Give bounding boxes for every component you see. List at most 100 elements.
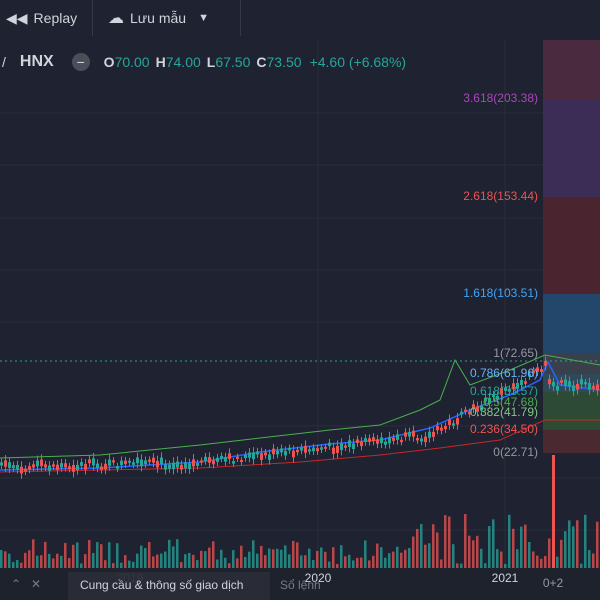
volume-bar xyxy=(84,554,87,568)
volume-bar xyxy=(16,560,19,568)
save-button[interactable]: ☁ Lưu mẫu ▼ xyxy=(98,0,241,36)
candle-body xyxy=(428,431,431,438)
candle-body xyxy=(280,448,283,453)
candle-body xyxy=(80,462,83,466)
volume-bar xyxy=(556,556,559,568)
candle-body xyxy=(264,452,267,456)
tab-active[interactable] xyxy=(68,572,270,600)
candle-body xyxy=(588,383,591,390)
candle-body xyxy=(44,464,47,468)
candle-body xyxy=(164,464,167,470)
volume-bar xyxy=(276,548,279,568)
candle-body xyxy=(336,445,339,453)
candle-body xyxy=(188,463,191,470)
minus-button[interactable]: − xyxy=(71,53,90,71)
candle-body xyxy=(432,431,435,437)
candle-body xyxy=(564,379,567,386)
volume-bar xyxy=(448,516,451,568)
high-label: H xyxy=(155,54,166,70)
collapse-icon[interactable]: ⌃ xyxy=(11,577,21,591)
candle-body xyxy=(64,463,67,468)
fib-label: 0.382(41.79) xyxy=(470,405,538,419)
volume-bar xyxy=(400,552,403,568)
bottom-tab[interactable]: Sổ lệnh xyxy=(280,578,321,592)
candle-body xyxy=(88,459,91,464)
candle-body xyxy=(376,439,379,444)
candle-body xyxy=(40,459,43,467)
candle-body xyxy=(52,464,55,467)
volume-bar xyxy=(580,563,583,568)
candle-body xyxy=(504,387,507,391)
volume-bar xyxy=(44,541,47,568)
x-axis-label: 2020 xyxy=(305,571,332,585)
open-label: O xyxy=(103,54,115,70)
candle-body xyxy=(460,411,463,415)
high: 74.00 xyxy=(165,54,201,70)
candle-body xyxy=(400,439,403,443)
candle-body xyxy=(56,464,59,470)
candle-body xyxy=(292,450,295,458)
candle-body xyxy=(236,456,239,459)
candle-body xyxy=(132,462,135,465)
candle-body xyxy=(120,460,123,466)
volume-bar xyxy=(20,562,23,568)
low: 67.50 xyxy=(215,54,251,70)
candle-body xyxy=(488,397,491,404)
volume-bar xyxy=(520,526,523,568)
volume-bar xyxy=(224,557,227,568)
volume-bar xyxy=(80,563,83,568)
candle-body xyxy=(168,464,171,469)
candle-body xyxy=(36,460,39,467)
candle-body xyxy=(412,430,415,437)
volume-bar xyxy=(36,555,39,568)
volume-bar xyxy=(464,514,467,568)
volume-bar xyxy=(184,554,187,568)
volume-bar xyxy=(356,557,359,568)
volume-bar xyxy=(544,555,547,568)
candle-body xyxy=(388,436,391,444)
volume-bar xyxy=(508,514,511,568)
volume-bar xyxy=(168,539,171,568)
volume-bar xyxy=(564,531,567,568)
volume-bar xyxy=(372,555,375,568)
candle-body xyxy=(268,454,271,460)
bottom-tab[interactable]: Cung cầu & thông số giao dịch xyxy=(80,578,243,592)
volume-bar xyxy=(48,553,51,568)
volume-bar xyxy=(284,545,287,568)
candle-body xyxy=(272,448,275,455)
candle-body xyxy=(296,449,299,453)
volume-bar xyxy=(260,545,263,568)
volume-bar xyxy=(60,555,63,568)
volume-bar xyxy=(272,549,275,568)
volume-bar xyxy=(172,546,175,568)
close-icon[interactable]: ✕ xyxy=(31,577,41,591)
volume-bar xyxy=(540,558,543,568)
volume-bar xyxy=(204,551,207,568)
candle-body xyxy=(224,457,227,462)
volume-bar xyxy=(392,551,395,568)
volume-bar xyxy=(488,526,491,568)
volume-bar xyxy=(72,544,75,568)
candle-body xyxy=(548,379,551,385)
candle-body xyxy=(12,465,15,469)
candle-body xyxy=(420,438,423,442)
volume-bar xyxy=(248,551,251,568)
volume-bar xyxy=(472,540,475,568)
upper-band xyxy=(0,354,600,459)
candle-body xyxy=(104,463,107,470)
volume xyxy=(0,455,599,568)
volume-bar xyxy=(344,556,347,568)
volume-bar xyxy=(308,548,311,568)
volume-bar xyxy=(424,544,427,568)
fib-label: 3.618(203.38) xyxy=(463,91,538,105)
candle-body xyxy=(244,454,247,459)
volume-bar xyxy=(444,515,447,568)
replay-button[interactable]: ◀◀ Replay xyxy=(0,0,93,36)
volume-bar xyxy=(460,563,463,568)
volume-bar xyxy=(512,528,515,568)
volume-bar xyxy=(336,563,339,568)
candle-body xyxy=(536,367,539,372)
volume-bar xyxy=(476,535,479,568)
candle-body xyxy=(320,447,323,450)
volume-bar xyxy=(180,562,183,568)
